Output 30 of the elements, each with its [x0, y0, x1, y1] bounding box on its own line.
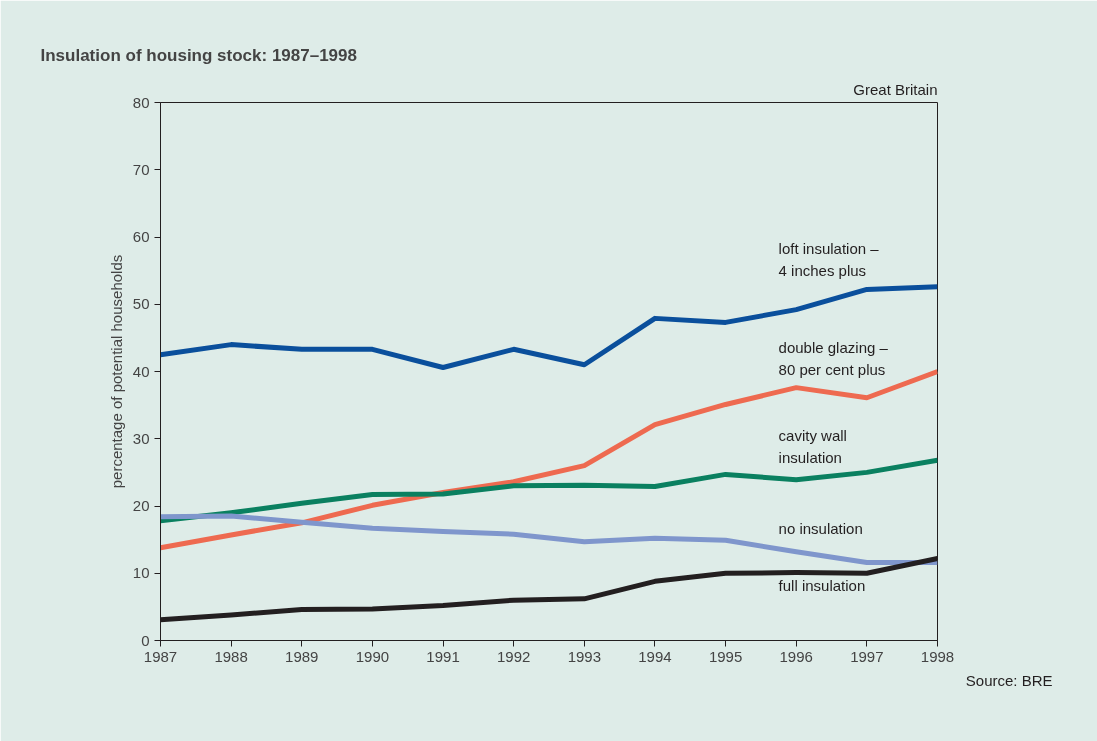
x-tick-label: 1992	[497, 647, 531, 665]
x-tick-label: 1991	[426, 647, 460, 665]
x-tick-label: 1996	[779, 647, 813, 665]
y-axis-title: percentage of potential households	[107, 254, 125, 489]
y-tick-label: 10	[132, 564, 150, 582]
x-tick-label: 1995	[708, 647, 743, 665]
text: Great Britain	[853, 80, 938, 98]
y-tick-label: 20	[132, 497, 150, 514]
series-label: double glazing – 80 per cent plus	[778, 338, 889, 378]
x-tick-label: 1998	[920, 647, 955, 665]
x-tick-label: 1989	[285, 647, 319, 665]
series-label: cavity wall insulation	[778, 427, 847, 467]
y-tick-label: 40	[132, 362, 150, 380]
source-note: Source: BRE	[965, 671, 1053, 689]
chart-title: Insulation of housing stock: 1987–1998	[40, 45, 357, 65]
y-tick-label: 60	[132, 228, 150, 245]
series-label: loft insulation – 4 inches plus	[778, 240, 880, 280]
y-tick-label: 80	[132, 93, 150, 111]
x-tick-label: 1987	[143, 647, 178, 665]
x-tick-label: 1990	[355, 647, 390, 665]
x-tick-label: 1988	[214, 647, 248, 665]
y-tick-label: 50	[132, 295, 150, 313]
x-tick-label: 1993	[567, 647, 602, 665]
x-tick-label: 1994	[638, 647, 672, 665]
y-tick-label: 70	[132, 160, 150, 178]
y-tick-label: 30	[132, 429, 150, 447]
series-label: no insulation	[778, 520, 863, 538]
x-tick-label: 1997	[850, 647, 884, 665]
y-tick-label: 0	[141, 631, 150, 649]
series-label: full insulation	[778, 576, 866, 594]
